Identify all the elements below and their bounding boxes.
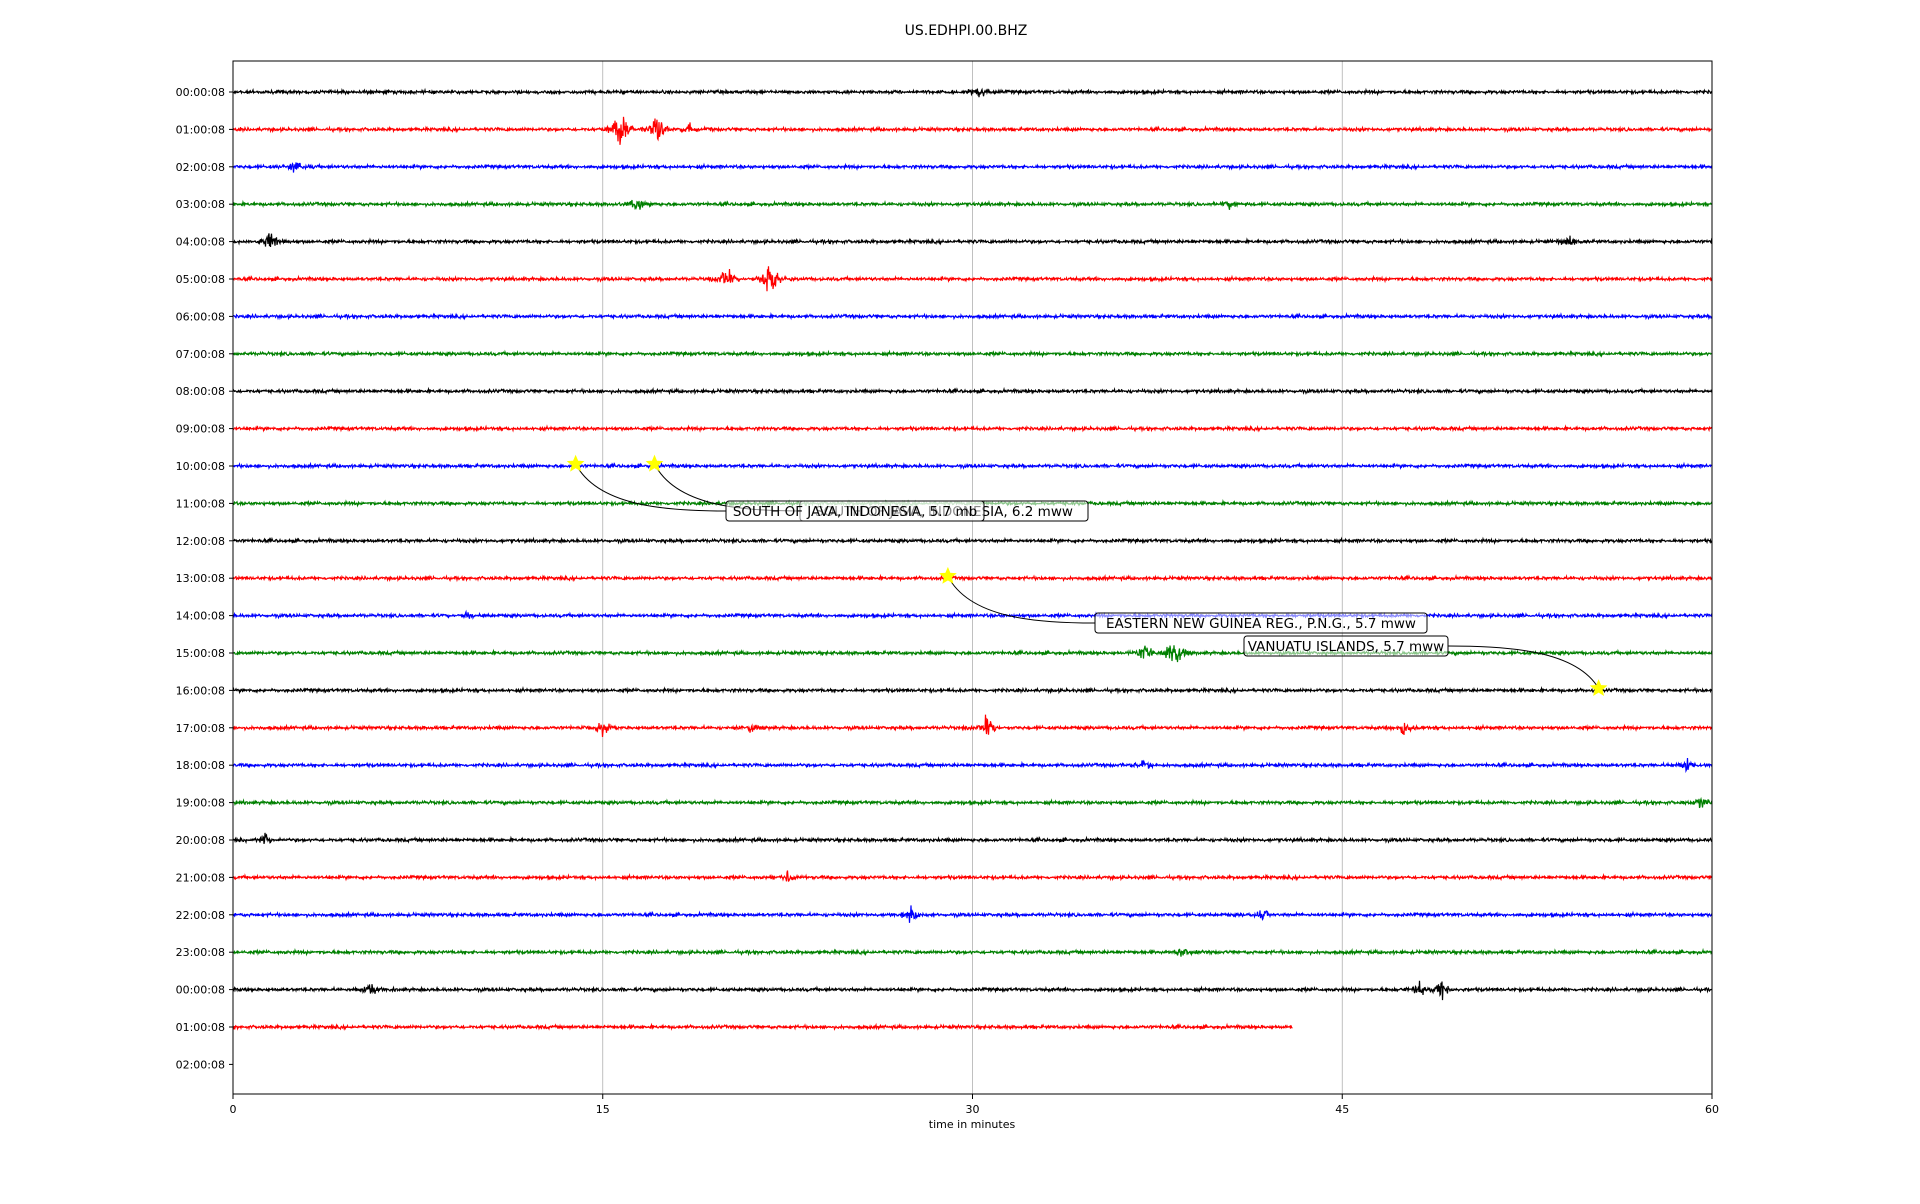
y-tick-label: 10:00:08 [176,460,225,473]
annotation-connector [575,463,727,512]
trace-10 [232,461,1713,471]
y-axis: 00:00:08 01:00:08 02:00:08 03:00:08 04:00:08… [176,86,233,1071]
trace-15 [232,645,1713,663]
trace-4 [232,233,1713,247]
annotation-box [1094,612,1428,634]
y-tick-label: 01:00:08 [176,1021,225,1034]
event-star-icon [645,454,664,472]
trace-16 [232,685,1713,695]
trace-3 [232,199,1713,211]
trace-14 [232,609,1713,620]
y-tick-label: 20:00:08 [176,834,225,847]
y-tick-label: 00:00:08 [176,984,225,997]
annotation-text: VANUATU ISLANDS, 5.7 mww [1248,639,1444,655]
y-tick-label: 12:00:08 [176,535,225,548]
y-tick-label: 09:00:08 [176,423,225,436]
trace-9 [232,424,1713,433]
chart-title: US.EDHPI.00.BHZ [905,23,1028,39]
y-tick-label: 23:00:08 [176,946,225,959]
y-tick-label: 05:00:08 [176,273,225,286]
y-tick-label: 13:00:08 [176,572,225,585]
event-star-icon [938,566,957,584]
trace-13 [232,573,1713,583]
annotation-connector [947,575,1096,624]
trace-6 [232,311,1713,321]
y-tick-label: 04:00:08 [176,236,225,249]
trace-23 [232,947,1713,957]
trace-21 [232,870,1713,882]
x-tick-label: 45 [1335,1103,1349,1116]
annotation-label: VANUATU ISLANDS, 5.7 mww [1243,635,1449,657]
annotation-text: EASTERN NEW GUINEA REG., P.N.G., 5.7 mww [1106,616,1416,632]
y-tick-label: 22:00:08 [176,909,225,922]
y-tick-label: 06:00:08 [176,310,225,323]
y-tick-label: 07:00:08 [176,348,225,361]
x-tick-label: 0 [230,1103,237,1116]
trace-17 [232,714,1713,738]
stars-layer [566,454,1608,696]
trace-12 [232,536,1713,546]
y-tick-label: 02:00:08 [176,1058,225,1071]
y-tick-label: 14:00:08 [176,610,225,623]
trace-7 [232,349,1713,359]
event-star-icon [1589,679,1608,696]
x-axis-label: time in minutes [929,1118,1016,1131]
y-tick-label: 00:00:08 [176,86,225,99]
annotation-box [1243,635,1449,657]
annotation-box [725,500,985,522]
trace-2 [232,162,1713,173]
trace-0 [232,87,1713,98]
traces-layer [232,87,1713,1031]
y-tick-label: 08:00:08 [176,385,225,398]
y-tick-label: 17:00:08 [176,722,225,735]
y-tick-label: 15:00:08 [176,647,225,660]
y-tick-label: 02:00:08 [176,161,225,174]
annotation-connector [1447,645,1600,689]
y-tick-label: 16:00:08 [176,684,225,697]
y-tick-label: 19:00:08 [176,797,225,810]
x-tick-label: 60 [1705,1103,1719,1116]
annotation-label: SOUTH OF JAVA, INDONESIA, 5.7 mb [725,500,985,522]
y-tick-label: 18:00:08 [176,759,225,772]
x-tick-label: 30 [966,1103,980,1116]
y-tick-label: 01:00:08 [176,123,225,136]
trace-5 [232,266,1713,292]
trace-19 [232,796,1713,809]
trace-20 [232,832,1713,845]
trace-18 [232,757,1713,774]
trace-24 [232,980,1713,1001]
trace-22 [232,905,1713,923]
x-axis: 0 15 30 45 60 [230,1094,1719,1116]
event-star-icon [566,454,585,472]
trace-1 [232,116,1713,145]
y-tick-label: 21:00:08 [176,871,225,884]
annotation-label: EASTERN NEW GUINEA REG., P.N.G., 5.7 mww [1094,612,1428,634]
trace-25 [232,1022,1293,1031]
annotation-text: SOUTH OF JAVA, INDONESIA, 5.7 mb [733,504,977,520]
y-tick-label: 11:00:08 [176,497,225,510]
x-tick-label: 15 [596,1103,610,1116]
y-tick-label: 03:00:08 [176,198,225,211]
trace-8 [232,386,1713,396]
